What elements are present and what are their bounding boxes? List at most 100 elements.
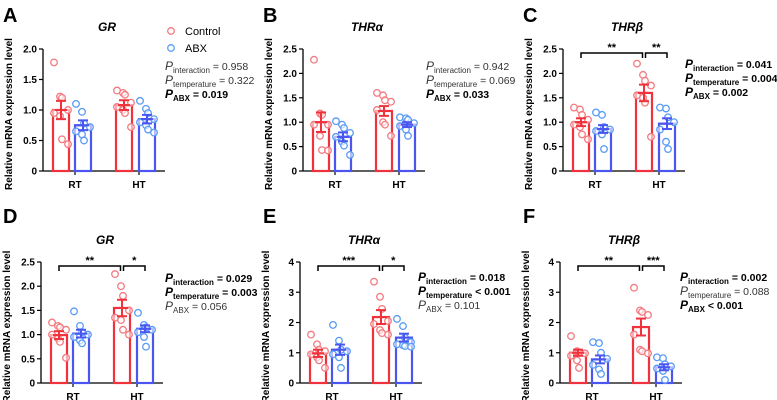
p-symbol: P	[165, 299, 173, 313]
data-point	[578, 130, 586, 139]
p-value-interaction: Pinteraction = 0.002	[680, 270, 767, 286]
p-symbol: P	[685, 71, 694, 85]
panel-title: THRβ	[608, 233, 641, 247]
data-point	[329, 320, 337, 329]
significance-bracket	[641, 265, 665, 271]
legend: Control ABX	[167, 26, 220, 55]
data-point	[644, 310, 652, 319]
y-tick-label: 2.5	[543, 45, 557, 56]
data-point	[117, 282, 125, 291]
p-symbol: P	[165, 59, 173, 73]
data-point	[381, 120, 389, 129]
p-symbol: P	[685, 57, 694, 71]
p-subscript: ABX	[173, 306, 190, 315]
data-point	[662, 104, 670, 113]
p-symbol: P	[165, 285, 174, 299]
p-symbol: P	[165, 271, 174, 285]
panel-title: GR	[98, 20, 116, 34]
p-value-text: = 0.041	[734, 59, 772, 71]
panel-e: E THRα Relative mRNA expression level 0 1 2 3 4…	[261, 206, 511, 400]
y-axis-label: Relative mRNA expression level	[261, 250, 272, 400]
data-point	[78, 339, 86, 348]
data-point	[340, 141, 348, 150]
significance-label: *	[391, 255, 396, 267]
panel-title: THRα	[348, 233, 381, 247]
p-subscript: temperature	[426, 291, 473, 300]
panel-letter: A	[3, 5, 17, 27]
y-tick-label: 2.0	[21, 282, 35, 293]
p-subscript: temperature	[688, 291, 732, 300]
data-point	[337, 363, 345, 372]
data-point	[119, 325, 127, 334]
p-value-temperature: Ptemperature = 0.069	[426, 73, 516, 89]
y-axis-label: Relative mRNA expression level	[264, 38, 275, 190]
y-axis-label: Relative mRNA expression level	[2, 250, 13, 400]
data-point	[575, 363, 583, 372]
p-value-interaction: Pinteraction = 0.942	[426, 59, 509, 75]
data-point	[136, 118, 144, 127]
p-symbol: P	[426, 73, 434, 87]
y-tick-label: 0.5	[283, 142, 297, 153]
data-point	[315, 356, 323, 365]
significance-bracket	[58, 265, 122, 271]
legend-abx-marker	[167, 44, 175, 52]
p-value-temperature: Ptemperature = 0.322	[165, 73, 255, 89]
p-symbol: P	[680, 270, 689, 284]
x-tick-label: HT	[130, 392, 143, 400]
p-value-interaction: Pinteraction = 0.041	[685, 57, 772, 73]
data-point	[117, 316, 125, 325]
data-point	[598, 110, 606, 119]
p-subscript: ABX	[426, 305, 443, 314]
panel-letter: B	[263, 5, 277, 27]
significance-label: **	[652, 42, 661, 54]
y-tick-label: 2	[548, 318, 554, 329]
panel-f: F THRβ Relative mRNA expression level 0 1 2 3 4…	[521, 206, 770, 400]
data-point	[661, 376, 669, 384]
p-value-text: < 0.001	[705, 300, 743, 312]
p-value-text: = 0.322	[216, 75, 254, 87]
data-point	[140, 333, 148, 341]
panel-title: GR	[96, 233, 114, 247]
panel-title: THRβ	[611, 20, 644, 34]
p-value-text: = 0.029	[214, 273, 252, 285]
p-symbol: P	[685, 85, 694, 99]
significance-bracket	[644, 52, 668, 58]
p-value-text: = 0.958	[210, 61, 248, 73]
p-subscript: interaction	[688, 277, 729, 286]
p-value-interaction: Pinteraction = 0.029	[165, 271, 252, 287]
data-point	[600, 145, 608, 153]
p-subscript: interaction	[173, 278, 214, 287]
data-point	[387, 131, 395, 140]
significance-label: *	[132, 255, 137, 267]
y-tick-label: 1.0	[543, 118, 557, 129]
y-tick-label: 2.0	[283, 69, 297, 80]
data-point	[384, 330, 392, 339]
panel-title: THRα	[351, 20, 384, 34]
p-value-text: = 0.003	[219, 287, 257, 299]
y-tick-label: 1.0	[21, 330, 35, 341]
data-point	[150, 128, 158, 137]
significance-label: ***	[342, 255, 356, 267]
y-tick-label: 0	[288, 379, 294, 390]
data-point	[647, 132, 655, 141]
x-tick-label: HT	[649, 392, 662, 400]
data-point	[321, 363, 329, 372]
data-point	[340, 124, 348, 133]
p-value-abx: PABX = 0.033	[426, 87, 489, 103]
data-point	[76, 321, 84, 330]
p-subscript: temperature	[434, 80, 478, 89]
data-point	[578, 110, 586, 119]
y-tick-label: 2.0	[543, 69, 557, 80]
p-symbol: P	[418, 270, 427, 284]
y-tick-label: 0	[548, 379, 554, 390]
y-tick-label: 2	[288, 318, 294, 329]
p-symbol: P	[680, 298, 689, 312]
data-point	[573, 356, 581, 365]
x-tick-label: HT	[132, 180, 145, 191]
p-symbol: P	[165, 87, 174, 101]
panel-letter: F	[523, 206, 535, 228]
p-subscript: interaction	[693, 64, 734, 73]
data-point	[404, 131, 412, 140]
